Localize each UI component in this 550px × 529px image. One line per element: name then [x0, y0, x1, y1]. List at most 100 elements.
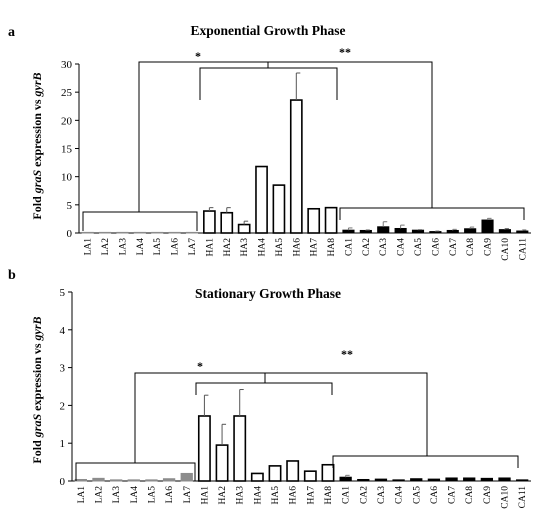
bar-la6 — [162, 478, 176, 482]
bar-ha2 — [220, 211, 234, 234]
category-label: CA1 — [344, 238, 354, 256]
category-label: CA11 — [518, 486, 528, 509]
bar-ca10 — [498, 477, 511, 482]
category-label: HA3 — [236, 486, 246, 505]
y-tick-label: 4 — [60, 325, 66, 337]
bar-ca7 — [445, 477, 458, 482]
category-label: HA4 — [258, 238, 268, 257]
bracket-comparison-outer — [134, 372, 428, 463]
y-tick-label: 15 — [61, 144, 73, 156]
bar-ha8 — [324, 206, 338, 234]
category-label: CA5 — [412, 486, 422, 504]
bar-la5 — [151, 231, 164, 234]
bar-ca9 — [480, 477, 494, 482]
bar-ha1 — [197, 415, 211, 482]
category-label: HA1 — [200, 486, 210, 505]
bar-ha6 — [289, 99, 303, 234]
y-tick-label: 0 — [67, 228, 73, 240]
bar-ca7 — [446, 229, 459, 234]
bar-ca1 — [342, 229, 355, 234]
category-label: CA3 — [379, 238, 389, 256]
category-label: CA8 — [466, 238, 476, 256]
bar-ca4 — [394, 227, 407, 234]
y-tick-label: 5 — [67, 200, 73, 212]
category-label: CA8 — [465, 486, 475, 504]
bar-la1 — [74, 478, 87, 482]
category-label: HA7 — [306, 486, 316, 505]
panel-label-a: a — [8, 25, 15, 40]
category-label: LA6 — [171, 238, 181, 256]
bar-ha4 — [255, 165, 268, 234]
bar-la1 — [81, 231, 94, 234]
bar-ha4 — [250, 472, 264, 482]
category-label: LA7 — [183, 486, 193, 504]
bar-ca3 — [377, 226, 390, 234]
category-label: HA3 — [240, 238, 250, 257]
y-tick-label: 1 — [60, 438, 66, 450]
category-label: CA7 — [448, 486, 458, 504]
bar-ha3 — [233, 415, 247, 482]
bar-ca6 — [427, 478, 441, 482]
category-label: HA5 — [271, 486, 281, 505]
category-label: HA4 — [253, 486, 263, 505]
bar-la4 — [133, 231, 146, 234]
y-tick-label: 5 — [60, 287, 66, 299]
category-label: LA1 — [84, 238, 94, 256]
category-label: HA6 — [292, 238, 302, 257]
bar-ca10 — [498, 229, 511, 234]
category-label: HA6 — [289, 486, 299, 505]
bar-la5 — [145, 479, 158, 482]
chart-panel-a: 0 5 10 15 20 25 30 LA1 LA2 LA3 LA4 LA5 LA6 LA7 HA1 HA2 H… — [61, 45, 531, 261]
bracket-la-group — [82, 211, 198, 231]
category-label: LA3 — [118, 238, 128, 256]
y-tick-label: 30 — [61, 59, 73, 71]
y-tick-label: 2 — [60, 400, 66, 412]
bar-ha7 — [307, 207, 321, 234]
bar-la2 — [99, 231, 112, 234]
bar-ca11 — [516, 479, 529, 482]
chart-panel-b: 0 1 2 3 4 5 LA1 LA2 LA3 LA4 LA5 LA6 LA7 HA1 HA2 HA3 HA4 H… — [60, 287, 531, 509]
category-label: HA8 — [324, 486, 334, 505]
category-label: CA2 — [359, 486, 369, 504]
category-label: CA7 — [449, 238, 459, 256]
bar-ha8 — [321, 463, 335, 482]
panel-label-b: b — [8, 268, 16, 283]
bar-ha5 — [268, 465, 282, 482]
category-label: HA5 — [275, 238, 285, 257]
category-label: CA4 — [395, 486, 405, 504]
chart-title-exponential: Exponential Growth Phase — [190, 23, 345, 38]
bar-la7 — [185, 231, 199, 234]
category-label: HA1 — [205, 238, 215, 257]
bar-la4 — [127, 479, 140, 482]
category-label: CA9 — [484, 238, 494, 256]
category-label: LA4 — [136, 238, 146, 256]
category-label: LA1 — [77, 486, 87, 504]
bar-la2 — [92, 477, 105, 482]
bar-ha5 — [272, 184, 286, 234]
bar-ha6 — [286, 460, 300, 482]
bar-ca5 — [410, 478, 423, 482]
category-label: CA10 — [501, 486, 511, 509]
bracket-ha-group — [199, 67, 338, 100]
y-tick-label: 25 — [61, 87, 73, 99]
category-label: CA4 — [397, 238, 407, 256]
y-tick-label: 10 — [61, 172, 73, 184]
bar-ca9 — [481, 219, 494, 234]
category-label: LA5 — [153, 238, 163, 256]
bar-la7 — [180, 472, 193, 482]
bar-ca1 — [339, 476, 352, 482]
bracket-comparison-outer — [138, 61, 433, 212]
bar-la3 — [116, 231, 129, 234]
category-label: CA6 — [430, 486, 440, 504]
significance-marker-single: * — [195, 49, 201, 63]
category-label: CA11 — [518, 238, 528, 261]
bar-la6 — [168, 231, 181, 234]
category-label: LA5 — [147, 486, 157, 504]
bar-ha1 — [203, 210, 216, 234]
bar-ha3 — [237, 223, 251, 234]
category-label: LA4 — [130, 486, 140, 504]
category-label: HA2 — [218, 486, 228, 505]
bar-ca2 — [359, 229, 372, 234]
bar-ca8 — [464, 228, 477, 234]
